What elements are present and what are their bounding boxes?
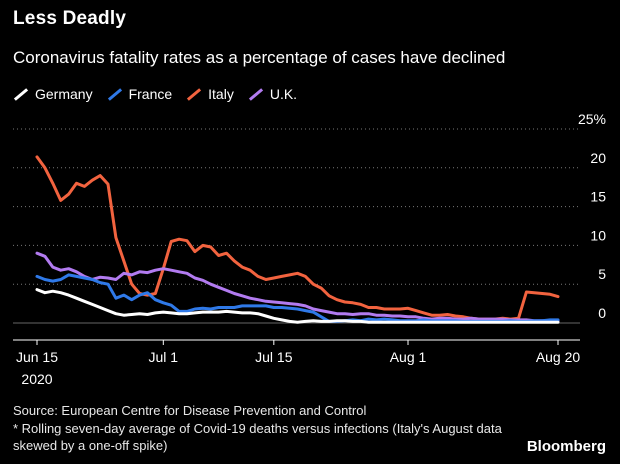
chart-subtitle: Coronavirus fatality rates as a percenta… [13,48,506,67]
x-tick-label: Aug 1 [390,349,427,365]
legend-label: Germany [35,86,93,102]
brand-logo: Bloomberg [526,438,606,455]
series-line-germany [35,288,560,324]
x-tick-label: Aug 20 [536,349,581,365]
legend-label: France [128,86,173,102]
y-tick-label: 15 [590,189,606,205]
series-line-uk [35,251,560,323]
legend-item: France [107,86,173,102]
x-tick-label: Jul 15 [255,349,293,365]
footnote: * Rolling seven-day average of Covid-19 … [13,421,502,453]
y-tick-label: 20 [590,150,606,166]
y-tick-label: 0 [598,305,606,321]
x-tick-sublabel: 2020 [21,371,52,387]
x-tick-label: Jun 15 [16,349,58,365]
chart-plot: 0 5 10 15 20 25% Jun 15 2020 Jul 1 Jul 15 Aug 1 Aug… [13,111,606,387]
chart-legend: Germany France Italy U.K. [13,86,297,102]
source-note: Source: European Centre for Disease Prev… [13,403,367,418]
x-tick-label: Jul 1 [149,349,179,365]
legend-item: U.K. [248,86,297,102]
y-tick-label: 5 [598,266,606,282]
legend-item: Germany [13,86,93,102]
legend-item: Italy [186,86,234,102]
y-tick-label: 25% [578,111,606,127]
legend-label: Italy [208,86,234,102]
y-tick-label: 10 [590,227,606,243]
chart-title: Less Deadly [13,8,127,29]
legend-label: U.K. [269,86,298,102]
